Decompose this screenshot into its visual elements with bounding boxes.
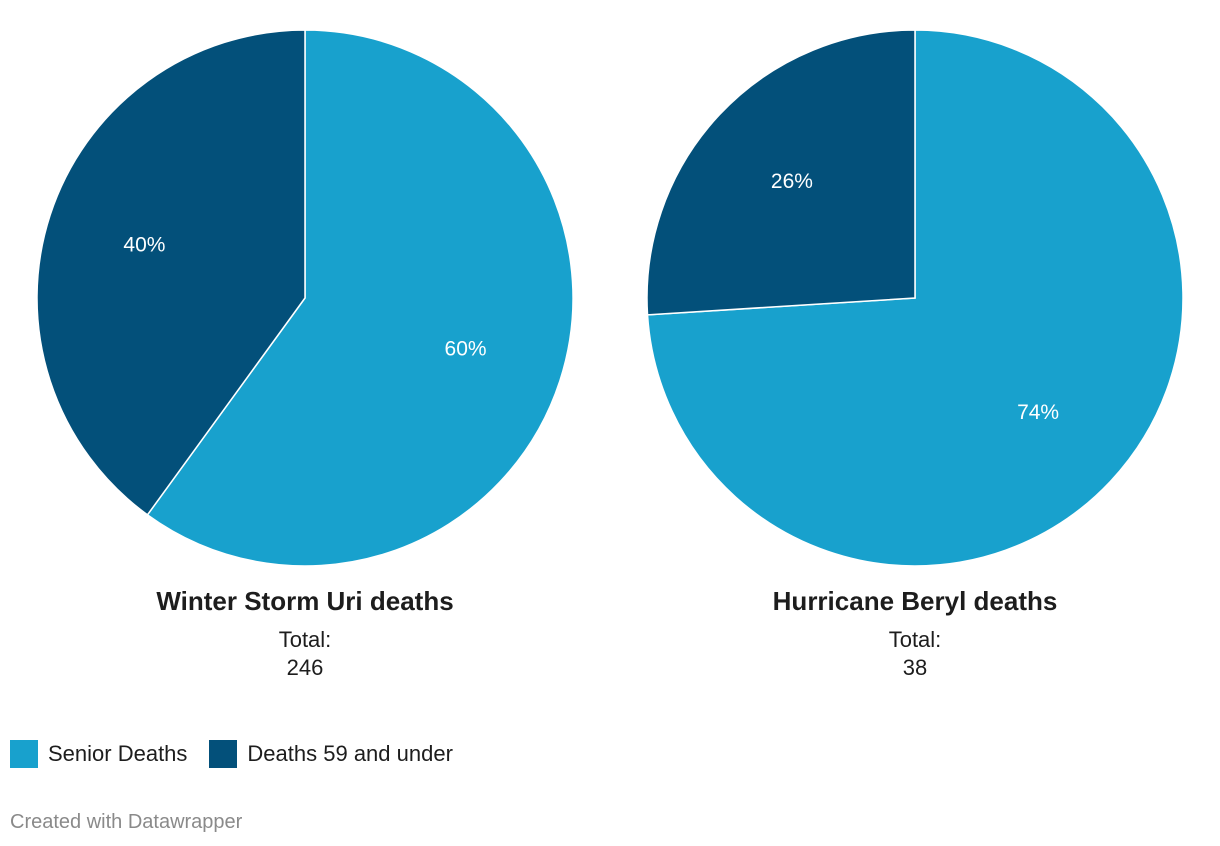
legend-swatch-under59 bbox=[209, 740, 238, 768]
pie-slice-senior bbox=[146, 29, 574, 567]
pie-total-label: Total: bbox=[278, 627, 332, 652]
pie-total-label: Total: bbox=[888, 627, 942, 652]
slice-label: 40% bbox=[123, 233, 165, 256]
legend-label: Senior Deaths bbox=[48, 741, 188, 766]
slice-label: 74% bbox=[1017, 401, 1059, 424]
pie-slice-under59 bbox=[36, 29, 306, 516]
pie-slice-under59 bbox=[646, 29, 916, 316]
pie-total-value: 246 bbox=[286, 655, 324, 680]
pie-svg-0: 60% 40% bbox=[36, 29, 574, 567]
legend-swatch-senior bbox=[10, 740, 38, 768]
legend: Senior Deaths Deaths 59 and under bbox=[10, 740, 475, 768]
pie-title: Winter Storm Uri deaths bbox=[156, 586, 454, 616]
datawrapper-credit: Created with Datawrapper bbox=[10, 811, 243, 833]
slice-label: 60% bbox=[445, 338, 487, 361]
pie-chart-uri: 60% 40% Winter Storm Uri deaths Total: 24… bbox=[25, 0, 585, 700]
pie-svg-1: 74% 26% bbox=[646, 29, 1184, 567]
pie-title: Hurricane Beryl deaths bbox=[772, 586, 1058, 616]
slice-label: 26% bbox=[771, 170, 813, 193]
legend-label: Deaths 59 and under bbox=[247, 741, 453, 766]
legend-item-under59: Deaths 59 and under bbox=[209, 740, 453, 768]
legend-item-senior: Senior Deaths bbox=[10, 740, 187, 768]
pie-total-value: 38 bbox=[902, 655, 928, 680]
pie-chart-beryl: 74% 26% Hurricane Beryl deaths Total: 38 bbox=[635, 0, 1195, 700]
